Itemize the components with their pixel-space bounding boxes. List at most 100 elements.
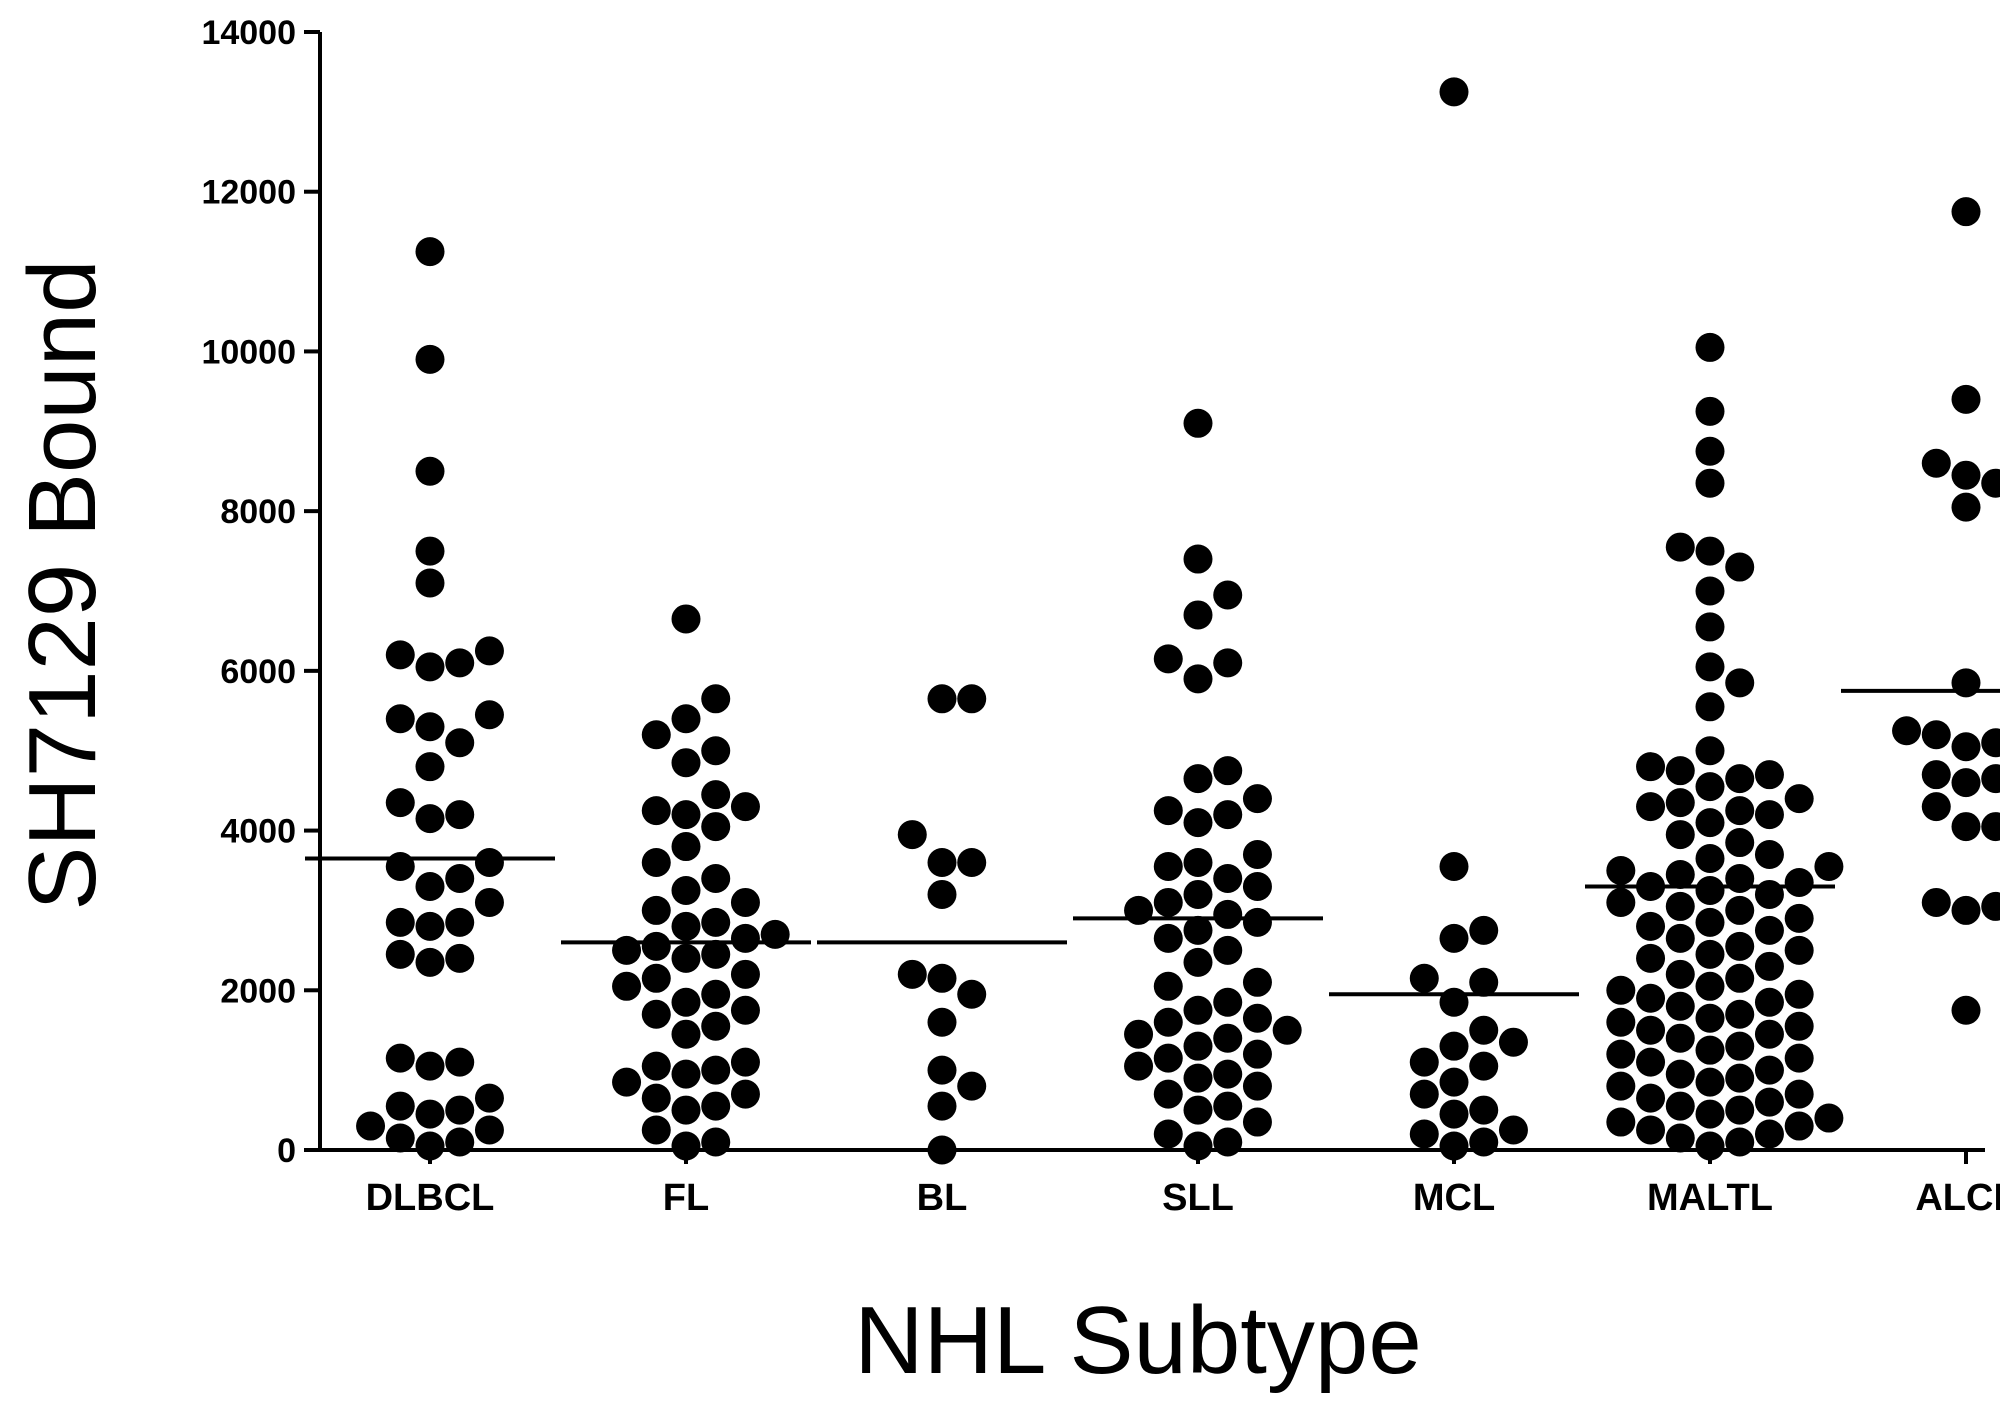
data-point-mcl xyxy=(1498,1115,1528,1145)
data-point-dlbcl xyxy=(415,536,445,566)
data-point-sll xyxy=(1153,852,1183,882)
data-point-mcl xyxy=(1409,963,1439,993)
data-point-sll xyxy=(1124,1051,1154,1081)
data-point-maltl xyxy=(1665,1091,1695,1121)
data-point-fl xyxy=(730,995,760,1025)
data-point-maltl xyxy=(1695,1003,1725,1033)
data-point-dlbcl xyxy=(385,852,415,882)
data-point-maltl xyxy=(1665,820,1695,850)
data-point-maltl xyxy=(1695,1131,1725,1161)
data-point-maltl xyxy=(1665,532,1695,562)
data-point-fl xyxy=(641,796,671,826)
data-point-fl xyxy=(701,1127,731,1157)
data-point-maltl xyxy=(1725,1031,1755,1061)
data-point-maltl xyxy=(1606,887,1636,917)
data-point-maltl xyxy=(1665,923,1695,953)
data-point-bl xyxy=(957,848,987,878)
data-point-mcl xyxy=(1439,987,1469,1017)
data-point-dlbcl xyxy=(415,456,445,486)
data-point-bl xyxy=(927,879,957,909)
data-point-dlbcl xyxy=(415,652,445,682)
data-point-maltl xyxy=(1754,915,1784,945)
data-point-fl xyxy=(701,1055,731,1085)
x-tick-label: DLBCL xyxy=(366,1177,495,1219)
data-point-fl xyxy=(641,963,671,993)
data-point-maltl xyxy=(1695,939,1725,969)
data-point-dlbcl xyxy=(415,712,445,742)
data-points xyxy=(356,77,2000,1165)
data-point-maltl xyxy=(1695,772,1725,802)
data-point-alcl xyxy=(1951,812,1981,842)
data-point-maltl xyxy=(1665,859,1695,889)
data-point-fl xyxy=(730,923,760,953)
y-tick-label: 2000 xyxy=(220,972,296,1010)
data-point-dlbcl xyxy=(415,804,445,834)
data-point-maltl xyxy=(1695,844,1725,874)
data-point-maltl xyxy=(1695,875,1725,905)
data-point-alcl xyxy=(1981,812,2000,842)
data-point-sll xyxy=(1153,644,1183,674)
data-point-mcl xyxy=(1409,1047,1439,1077)
data-point-maltl xyxy=(1784,903,1814,933)
data-point-maltl xyxy=(1754,1019,1784,1049)
data-point-alcl xyxy=(1951,668,1981,698)
data-point-fl xyxy=(730,959,760,989)
data-point-dlbcl xyxy=(415,344,445,374)
data-point-fl xyxy=(701,979,731,1009)
data-point-maltl xyxy=(1784,867,1814,897)
data-point-mcl xyxy=(1469,1095,1499,1125)
data-point-bl xyxy=(927,1135,957,1165)
data-point-fl xyxy=(671,1019,701,1049)
data-point-sll xyxy=(1213,863,1243,893)
data-point-mcl xyxy=(1469,1015,1499,1045)
data-point-maltl xyxy=(1754,1119,1784,1149)
data-point-maltl xyxy=(1665,1023,1695,1053)
data-point-mcl xyxy=(1469,915,1499,945)
data-point-maltl xyxy=(1636,1115,1666,1145)
data-point-maltl xyxy=(1665,756,1695,786)
data-point-dlbcl xyxy=(474,700,504,730)
data-point-sll xyxy=(1153,887,1183,917)
data-point-bl xyxy=(957,1071,987,1101)
y-tick-label: 8000 xyxy=(220,493,296,531)
data-point-dlbcl xyxy=(445,728,475,758)
data-point-maltl xyxy=(1636,1083,1666,1113)
data-point-bl xyxy=(927,848,957,878)
data-point-alcl xyxy=(1951,768,1981,798)
data-point-dlbcl xyxy=(415,871,445,901)
data-point-sll xyxy=(1183,1095,1213,1125)
x-tick-label: MCL xyxy=(1413,1177,1495,1219)
data-point-fl xyxy=(612,935,642,965)
data-point-alcl xyxy=(1921,720,1951,750)
data-point-maltl xyxy=(1725,895,1755,925)
data-point-fl xyxy=(730,1047,760,1077)
data-point-alcl xyxy=(1951,732,1981,762)
data-point-sll xyxy=(1242,967,1272,997)
data-point-dlbcl xyxy=(415,1099,445,1129)
data-point-sll xyxy=(1242,1107,1272,1137)
data-point-fl xyxy=(671,911,701,941)
data-point-sll xyxy=(1153,923,1183,953)
data-point-maltl xyxy=(1606,1071,1636,1101)
data-point-fl xyxy=(641,895,671,925)
x-tick-label: MALTL xyxy=(1647,1177,1773,1219)
data-point-maltl xyxy=(1606,975,1636,1005)
data-point-alcl xyxy=(1921,448,1951,478)
data-point-fl xyxy=(671,943,701,973)
data-point-bl xyxy=(897,959,927,989)
data-point-dlbcl xyxy=(385,640,415,670)
data-point-sll xyxy=(1213,987,1243,1017)
data-point-maltl xyxy=(1725,863,1755,893)
data-point-dlbcl xyxy=(415,568,445,598)
data-point-sll xyxy=(1213,756,1243,786)
data-point-maltl xyxy=(1695,907,1725,937)
data-point-alcl xyxy=(1951,492,1981,522)
data-point-fl xyxy=(641,1083,671,1113)
data-point-alcl xyxy=(1921,760,1951,790)
data-point-sll xyxy=(1183,848,1213,878)
data-point-sll xyxy=(1183,808,1213,838)
data-point-fl xyxy=(701,812,731,842)
data-point-maltl xyxy=(1725,1095,1755,1125)
data-point-fl xyxy=(760,919,790,949)
data-point-dlbcl xyxy=(445,1047,475,1077)
